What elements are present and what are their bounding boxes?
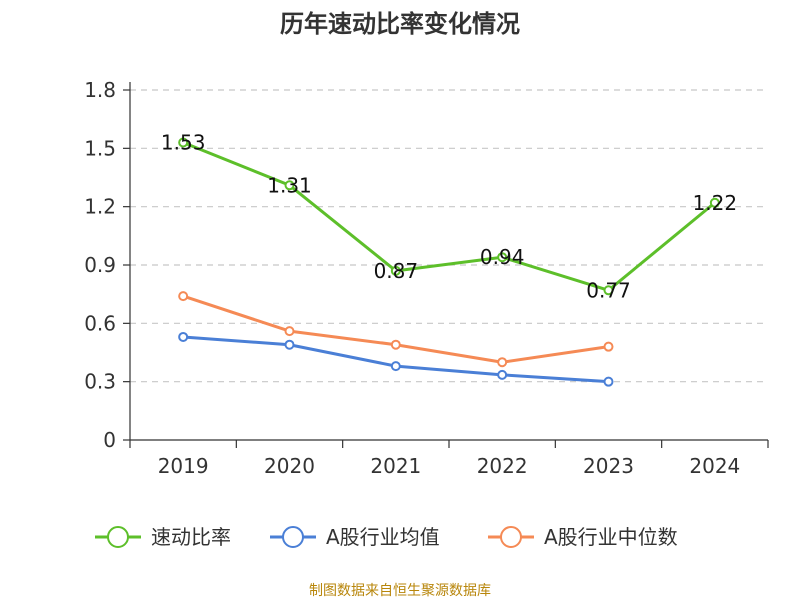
data-point: [390, 361, 401, 372]
y-tick-label: 1.8: [84, 78, 116, 102]
data-point: [178, 291, 189, 302]
data-point: [178, 137, 189, 148]
x-tick-label: 2023: [583, 454, 634, 478]
chart-title: 历年速动比率变化情况: [280, 10, 520, 38]
data-point: [497, 369, 508, 380]
y-tick-label: 0.6: [84, 311, 116, 335]
data-point: [390, 265, 401, 276]
x-tick-label: 2022: [477, 454, 528, 478]
y-tick-label: 1.5: [84, 136, 116, 160]
data-label: 1.53: [161, 131, 206, 155]
data-label: 0.77: [586, 278, 631, 302]
legend-label: A股行业中位数: [544, 525, 678, 549]
data-point: [284, 180, 295, 191]
data-point: [284, 326, 295, 337]
series-line: [182, 294, 609, 364]
y-tick-label: 0.9: [84, 253, 116, 277]
x-tick-label: 2019: [158, 454, 209, 478]
data-point: [390, 339, 401, 350]
y-tick-label: 0: [103, 428, 116, 452]
gridlines: [130, 89, 768, 383]
data-point: [709, 197, 720, 208]
data-label: 1.22: [693, 191, 738, 215]
data-label: 0.87: [374, 259, 419, 283]
y-tick-label: 0.3: [84, 370, 116, 394]
series-layer: [178, 137, 720, 387]
data-label: 0.94: [480, 245, 525, 269]
data-point: [603, 341, 614, 352]
data-labels: 1.53 1.31 0.87 0.94 0.77 1.22: [161, 131, 737, 303]
data-point: [497, 252, 508, 263]
data-point: [603, 285, 614, 296]
data-point: [178, 331, 189, 342]
legend-swatch-marker: [282, 526, 304, 548]
data-label: 1.31: [267, 173, 312, 197]
axes: 0 0.3 0.6 0.9 1.2 1.5 1.8 2019 2020 2021 2022 2023 2…: [84, 78, 769, 478]
legend-swatch-marker: [107, 526, 129, 548]
x-tick-label: 2020: [264, 454, 315, 478]
data-point: [603, 376, 614, 387]
x-tick-label: 2021: [370, 454, 421, 478]
y-tick-label: 1.2: [84, 195, 116, 219]
legend-label: A股行业均值: [326, 525, 440, 549]
legend-label: 速动比率: [151, 525, 231, 549]
x-tick-label: 2024: [689, 454, 740, 478]
source-note: 制图数据来自恒生聚源数据库: [309, 583, 491, 599]
series-line: [182, 141, 716, 292]
data-point: [497, 357, 508, 368]
data-point: [284, 339, 295, 350]
legend-swatch-marker: [500, 526, 522, 548]
legend: 速动比率 A股行业均值 A股行业中位数: [95, 525, 678, 549]
